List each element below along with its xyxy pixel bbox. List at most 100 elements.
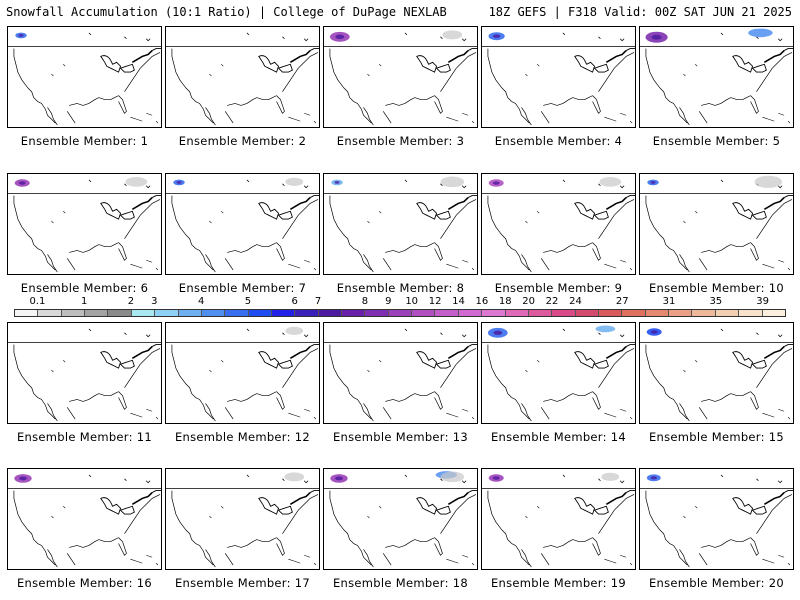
snow-area [595,325,616,333]
us-map-outline [166,326,319,422]
ensemble-member-map [165,173,320,275]
colorbar-label: 8 [361,296,369,307]
colorbar-swatch [505,310,529,316]
us-map-outline [166,472,319,568]
colorbar-label: 16 [475,296,489,307]
colorbar-label: 9 [385,296,392,307]
snow-trace [285,326,304,335]
colorbar-label: 5 [244,296,252,307]
us-map-outline [482,472,635,568]
ensemble-member-map [165,322,320,424]
colorbar-label: 27 [615,296,629,307]
us-map-outline [8,176,161,273]
snow-core [334,181,340,184]
us-map-outline [166,32,319,126]
snow-core [492,34,501,39]
colorbar-swatch [388,310,413,316]
colorbar-swatch [645,310,670,316]
colorbar-swatch [365,310,389,316]
ensemble-member-map [7,26,162,128]
colorbar-label: 7 [314,296,322,307]
us-map-outline [482,176,635,273]
ensemble-member-label: Ensemble Member: 3 [336,134,465,148]
ensemble-member-map [323,26,478,128]
ensemble-member-label: Ensemble Member: 12 [174,430,310,444]
ensemble-member-label: Ensemble Member: 1 [20,134,149,148]
colorbar-swatch [739,310,763,316]
colorbar-label: 14 [452,296,465,307]
us-map-outline [324,176,477,273]
colorbar-swatch [155,310,179,316]
ensemble-member-label: Ensemble Member: 6 [20,281,149,295]
colorbar-swatch [131,310,156,316]
ensemble-member-label: Ensemble Member: 19 [490,576,626,590]
snow-core [650,476,657,480]
ensemble-member-map [165,26,320,128]
colorbar-label: 2 [127,296,135,307]
colorbar-swatch [61,310,86,316]
ensemble-member-map [481,26,636,128]
snow-trace [125,176,148,187]
colorbar-swatch [178,310,202,316]
us-map-outline [640,28,793,126]
us-map-outline [640,474,793,568]
colorbar-swatch [38,310,62,316]
model-run-info: 18Z GEFS | F318 Valid: 00Z SAT JUN 21 20… [488,5,792,19]
colorbar-swatch [575,310,599,316]
ensemble-member-map [323,468,478,570]
ensemble-member-map [639,468,794,570]
snow-trace [440,471,465,483]
ensemble-member-label: Ensemble Member: 10 [648,281,784,295]
ensemble-member-map [7,322,162,424]
colorbar-label: 1 [80,296,88,307]
colorbar-swatch [482,310,506,316]
colorbar-label: 3 [151,296,158,307]
colorbar-swatch [85,310,109,316]
ensemble-member-label: Ensemble Member: 16 [16,576,152,590]
us-map-outline [8,328,161,422]
ensemble-member-label: Ensemble Member: 11 [16,430,152,444]
colorbar [14,309,786,317]
snow-core [335,34,345,40]
snow-core [18,34,24,37]
us-map-outline [482,325,635,422]
us-map-outline [8,474,161,568]
colorbar-label: 24 [569,296,582,307]
colorbar-swatch [201,310,226,316]
ensemble-member-map [323,173,478,275]
ensemble-member-map [165,468,320,570]
colorbar-swatch [225,310,249,316]
ensemble-member-label: Ensemble Member: 20 [648,576,784,590]
colorbar-label: 18 [498,296,512,307]
snow-core [651,34,662,40]
us-map-outline [482,32,635,126]
map-title: Snowfall Accumulation (10:1 Ratio) | Col… [6,5,447,19]
colorbar-swatch [669,310,693,316]
colorbar-swatch [318,310,343,316]
colorbar-label: 4 [197,296,205,307]
colorbar-swatch [692,310,716,316]
colorbar-label: 20 [522,296,536,307]
colorbar-swatch [528,310,553,316]
ensemble-member-map [481,468,636,570]
ensemble-member-label: Ensemble Member: 17 [174,576,310,590]
colorbar-swatch [458,310,483,316]
colorbar-label: 31 [662,296,676,307]
colorbar-swatch [342,310,366,316]
colorbar-swatch [622,310,646,316]
us-map-outline [324,30,477,126]
snow-trace [442,30,463,40]
colorbar-swatch [248,310,272,316]
snow-core [650,181,656,184]
us-map-outline [640,175,793,273]
snow-trace [601,472,620,481]
us-map-outline [324,471,477,568]
colorbar-swatch [271,310,296,316]
snow-trace [284,472,305,482]
snow-core [650,330,658,334]
snow-core [335,476,343,481]
colorbar-swatch [435,310,459,316]
ensemble-member-label: Ensemble Member: 14 [490,430,626,444]
snow-core [19,476,27,481]
colorbar-label: 6 [291,296,298,307]
